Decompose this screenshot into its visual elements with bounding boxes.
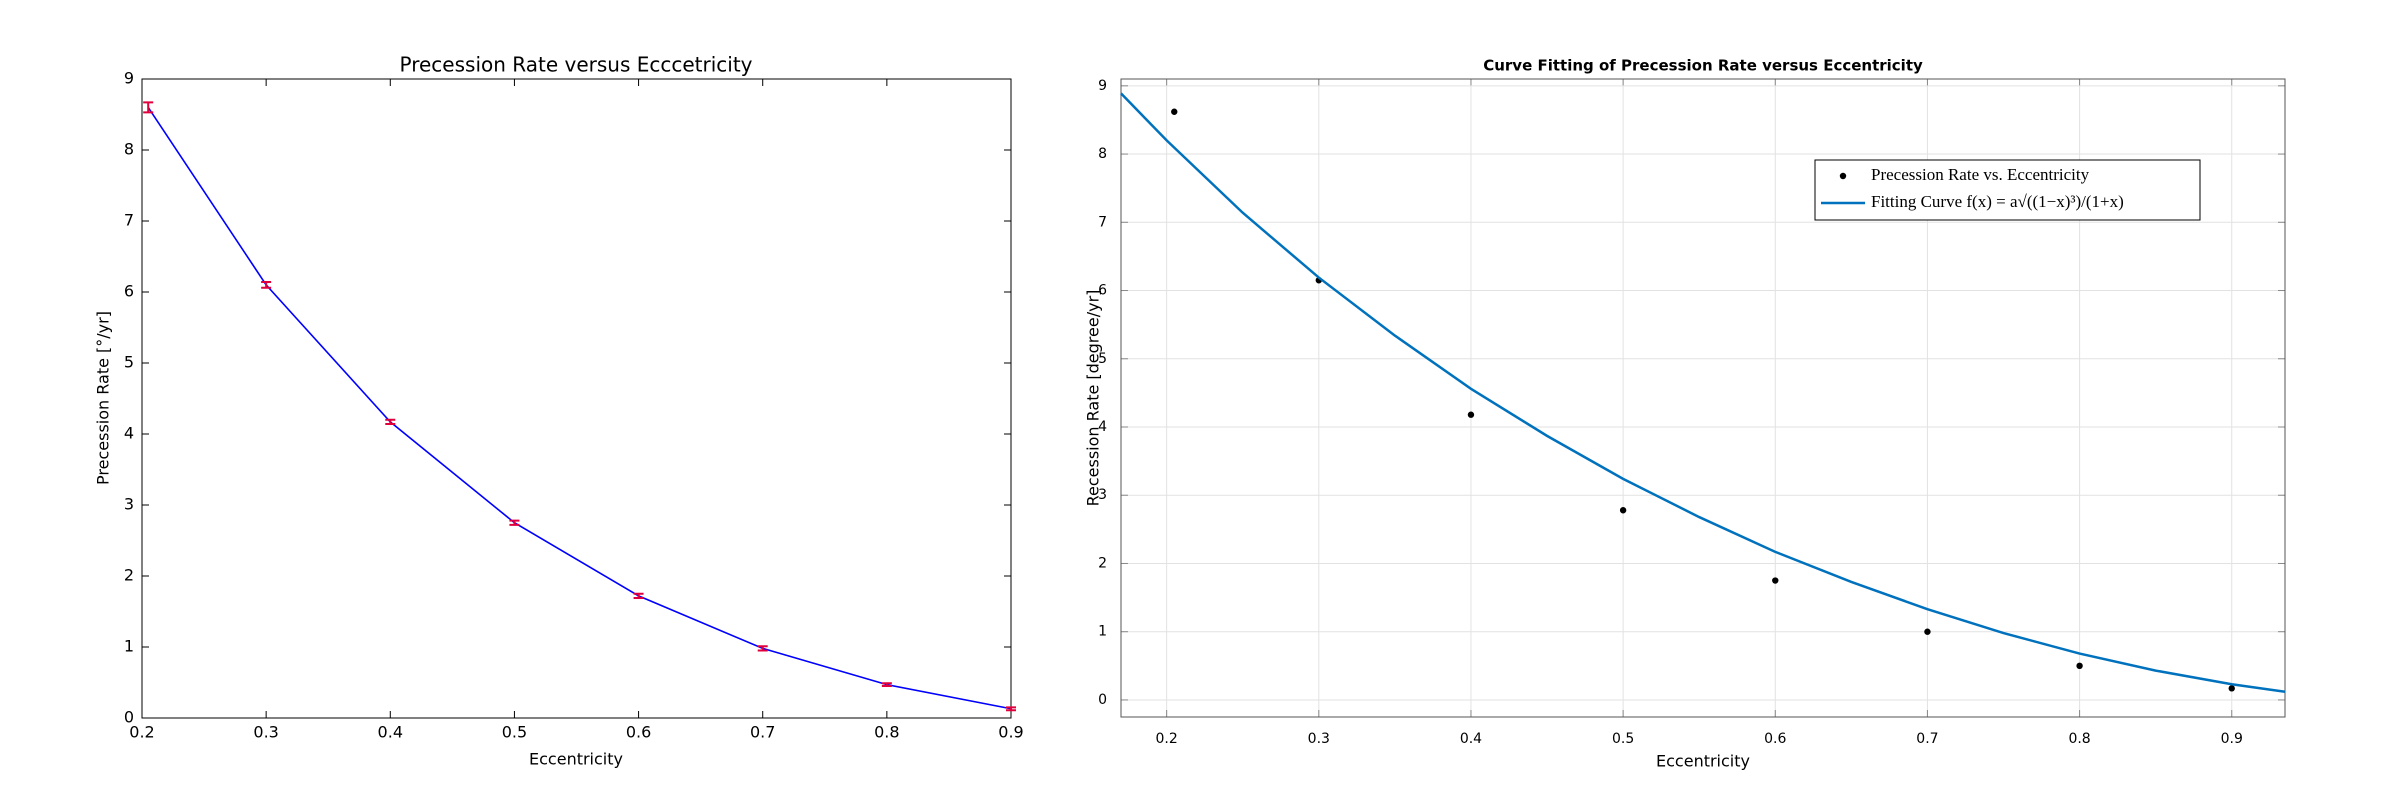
data-line [147, 106, 1012, 710]
y-tick-label: 8 [1098, 146, 1107, 162]
legend-symbol [1839, 172, 1847, 180]
plot-frame [141, 78, 1012, 719]
fit-curve [1120, 92, 2286, 693]
x-tick-label: 0.2 [1156, 731, 1178, 747]
data-point [2228, 685, 2235, 692]
x-tick-label: 0.7 [1916, 731, 1938, 747]
y-tick-label: 2 [124, 566, 134, 585]
y-tick-label: 7 [1098, 214, 1107, 230]
y-tick-label: 1 [1098, 624, 1107, 640]
error-bar [261, 281, 272, 289]
x-tick-label: 0.8 [2068, 731, 2090, 747]
x-tick-label: 0.5 [1612, 731, 1634, 747]
x-tick-label: 0.5 [502, 723, 527, 742]
data-point [1171, 108, 1178, 115]
y-tick-label: 0 [1098, 692, 1107, 708]
data-point [2076, 662, 2083, 670]
error-bar [633, 592, 644, 600]
y-tick-label: 4 [124, 424, 134, 443]
x-tick-label: 0.6 [626, 723, 651, 742]
x-tick-label: 0.8 [874, 723, 899, 742]
error-bar [509, 519, 520, 526]
x-tick-label: 0.3 [253, 723, 278, 742]
y-tick-label: 2 [1098, 555, 1107, 571]
y-tick-label: 9 [124, 69, 134, 88]
chart-title: Curve Fitting of Precession Rate versus … [1483, 57, 1923, 75]
error-bar [143, 101, 154, 114]
y-tick-label: 7 [124, 211, 134, 230]
legend-box [1814, 159, 2201, 221]
y-tick-label: 6 [124, 282, 134, 301]
x-tick-label: 0.2 [129, 723, 154, 742]
y-tick-label: 9 [1098, 78, 1107, 94]
x-tick-label: 0.9 [2221, 731, 2243, 747]
plot-frame [1120, 78, 2286, 718]
x-tick-label: 0.4 [378, 723, 403, 742]
y-axis-label: Precession Rate [°/yr] [94, 311, 113, 485]
y-tick-label: 3 [1098, 487, 1107, 503]
y-tick-label: 0 [124, 708, 134, 727]
data-point [1772, 577, 1779, 584]
y-tick-label: 8 [124, 140, 134, 159]
y-tick-label: 5 [1098, 351, 1107, 367]
chart-title: Precession Rate versus Ecccetricity [400, 53, 753, 77]
x-tick-label: 0.7 [750, 723, 775, 742]
x-tick-label: 0.9 [998, 723, 1023, 742]
error-bar [881, 682, 892, 688]
x-tick-label: 0.4 [1460, 731, 1482, 747]
error-bar [1006, 706, 1016, 712]
y-axis-label: Recession Rate [degree/yr] [1084, 290, 1103, 507]
data-point [1467, 411, 1475, 418]
y-tick-label: 4 [1098, 419, 1107, 435]
legend-label: Fitting Curve f(x) = a√((1−x)³)/(1+x) [1871, 192, 2124, 211]
error-bar [385, 418, 396, 426]
legend-label: Precession Rate vs. Eccentricity [1871, 165, 2090, 184]
data-point [1619, 507, 1627, 514]
error-bar [757, 645, 768, 652]
y-tick-label: 6 [1098, 283, 1107, 299]
x-axis-label: Eccentricity [529, 750, 623, 769]
y-tick-label: 1 [124, 637, 134, 656]
y-tick-label: 5 [124, 353, 134, 372]
x-axis-label: Eccentricity [1656, 752, 1750, 771]
y-tick-label: 3 [124, 495, 134, 514]
data-point [1924, 628, 1931, 635]
x-tick-label: 0.3 [1308, 731, 1330, 747]
x-tick-label: 0.6 [1764, 731, 1786, 747]
